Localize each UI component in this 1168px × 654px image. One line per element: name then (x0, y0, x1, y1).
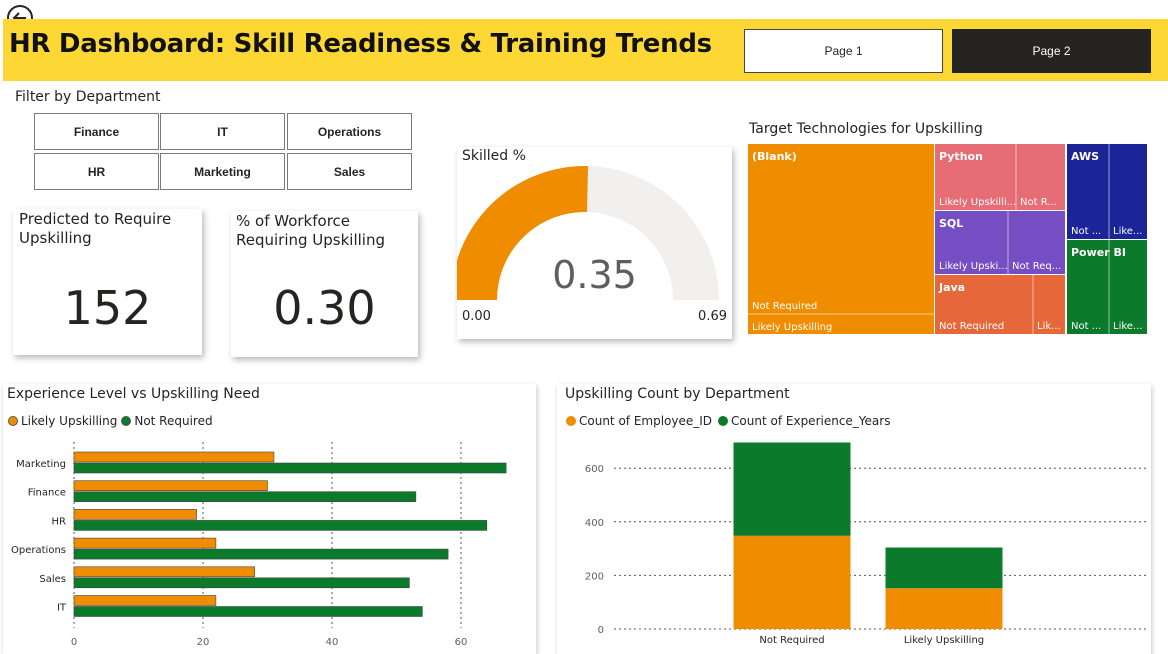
treemap-title: Target Technologies for Upskilling (749, 121, 983, 137)
bar-not-required (73, 548, 449, 560)
upskilling-count-legend: Count of Employee_ID Count of Experience… (566, 414, 890, 428)
x-tick-label: Likely Upskilling (904, 635, 984, 646)
filter-hr-button[interactable]: HR (34, 153, 159, 190)
upskilling-count-chart[interactable]: 0 200 400 600 Not Required Likely Upskilling (557, 432, 1151, 654)
stacked-bar-count-of-employee-id (733, 535, 851, 629)
treemap-sub-label: Not R... (1020, 197, 1057, 208)
stacked-bar-count-of-experience-years (885, 547, 1003, 589)
card-title: Predicted to Require Upskilling (19, 210, 172, 247)
treemap-sub-label: Lik... (1037, 321, 1061, 332)
legend-label: Likely Upskilling (21, 414, 118, 428)
treemap-tile-java (935, 275, 1065, 334)
technologies-treemap[interactable]: (Blank) Not Required Likely Upskilling Pyth… (748, 144, 1148, 334)
experience-chart-title: Experience Level vs Upskilling Need (7, 386, 260, 402)
legend-label: Count of Employee_ID (579, 414, 713, 428)
filter-marketing-button[interactable]: Marketing (160, 153, 285, 190)
x-tick-label: 0 (71, 637, 77, 648)
filter-label: Filter by Department (15, 89, 161, 105)
treemap-sub-label: Like... (1113, 226, 1142, 237)
predicted-upskilling-card: Predicted to Require Upskilling 152 (13, 209, 202, 355)
treemap-sub-label: Like... (1113, 321, 1142, 332)
page-1-button[interactable]: Page 1 (744, 29, 943, 73)
treemap-sub-label: Not ... (1071, 321, 1101, 332)
x-tick-label: Not Required (759, 635, 824, 646)
treemap-sub-label: Not Req... (1012, 261, 1061, 272)
treemap-tile-aws (1067, 144, 1147, 239)
y-tick-label: 0 (598, 625, 604, 636)
workforce-percent-card: % of Workforce Requiring Upskilling 0.30 (231, 211, 418, 357)
legend-dot (8, 416, 18, 426)
filter-it-button[interactable]: IT (160, 113, 285, 150)
treemap-group-label: (Blank) (752, 150, 797, 163)
upskilling-count-card: Upskilling Count by Department Count of … (557, 384, 1151, 654)
filter-finance-button[interactable]: Finance (34, 113, 159, 150)
y-tick-label: Marketing (16, 459, 66, 470)
treemap-sub-label: Not Required (752, 301, 817, 312)
upskilling-count-title: Upskilling Count by Department (565, 386, 790, 402)
stacked-bar-count-of-employee-id (885, 588, 1003, 629)
skilled-gauge (457, 166, 719, 300)
y-tick-label: Finance (28, 488, 66, 499)
x-tick-label: 20 (197, 637, 210, 648)
y-tick-label: IT (57, 603, 67, 614)
y-tick-label: 200 (585, 571, 604, 582)
treemap-group-label: Power BI (1071, 246, 1126, 259)
gauge-min-label: 0.00 (462, 309, 491, 324)
experience-bar-chart[interactable]: 0 20 40 60 Marketing Finance HR Operations Sales… (3, 432, 536, 654)
card-title: % of Workforce Requiring Upskilling (236, 212, 386, 249)
bar-likely-upskilling (73, 509, 197, 520)
legend-label: Not Required (134, 414, 213, 428)
legend-dot (121, 416, 132, 426)
bar-not-required (73, 606, 423, 617)
stacked-bar-count-of-experience-years (733, 442, 851, 536)
filter-sales-button[interactable]: Sales (287, 153, 412, 190)
card-value: 152 (63, 281, 152, 335)
treemap-sub-label: Not ... (1071, 226, 1101, 237)
treemap-group-label: Java (938, 281, 965, 294)
y-tick-label: 600 (585, 464, 604, 475)
gauge-title: Skilled % (462, 148, 526, 164)
bar-not-required (73, 462, 507, 474)
gauge-fill (457, 166, 589, 300)
y-tick-label: Operations (11, 545, 66, 556)
filter-operations-button[interactable]: Operations (287, 113, 412, 150)
y-tick-label: HR (52, 516, 67, 527)
treemap-sub-label: Likely Upskilli... (939, 197, 1016, 208)
bar-not-required (73, 520, 488, 531)
gauge-max-label: 0.69 (698, 309, 727, 324)
treemap-sub-label: Likely Upski... (939, 261, 1008, 272)
y-tick-label: 400 (585, 518, 604, 529)
card-value: 0.30 (273, 281, 376, 335)
treemap-tile-blank (748, 144, 934, 334)
treemap-sub-label: Not Required (939, 321, 1004, 332)
bar-not-required (73, 577, 410, 589)
treemap-group-label: SQL (939, 217, 963, 230)
skilled-gauge-card: Skilled % 0.35 0.00 0.69 (457, 147, 732, 339)
bar-likely-upskilling (73, 537, 217, 549)
treemap-tile-sql (935, 211, 1065, 274)
gauge-value: 0.35 (552, 253, 637, 297)
y-tick-label: Sales (39, 574, 66, 585)
bar-likely-upskilling (73, 480, 268, 492)
treemap-group-label: Python (939, 150, 983, 163)
legend-dot (566, 416, 576, 426)
treemap-tile-python (935, 144, 1065, 210)
treemap-sub-label: Likely Upskilling (752, 322, 832, 333)
experience-legend: Likely Upskilling Not Required (8, 414, 213, 428)
treemap-tile-powerbi (1067, 240, 1147, 334)
x-tick-label: 40 (326, 637, 339, 648)
treemap-group-label: AWS (1071, 150, 1099, 163)
bar-likely-upskilling (73, 451, 275, 463)
bar-likely-upskilling (73, 566, 255, 578)
page-title: HR Dashboard: Skill Readiness & Training… (9, 29, 712, 59)
page-2-button[interactable]: Page 2 (952, 29, 1151, 73)
legend-dot (718, 416, 729, 426)
legend-label: Count of Experience_Years (731, 414, 891, 428)
bar-not-required (73, 491, 417, 503)
x-tick-label: 60 (455, 637, 468, 648)
bar-likely-upskilling (73, 595, 217, 606)
